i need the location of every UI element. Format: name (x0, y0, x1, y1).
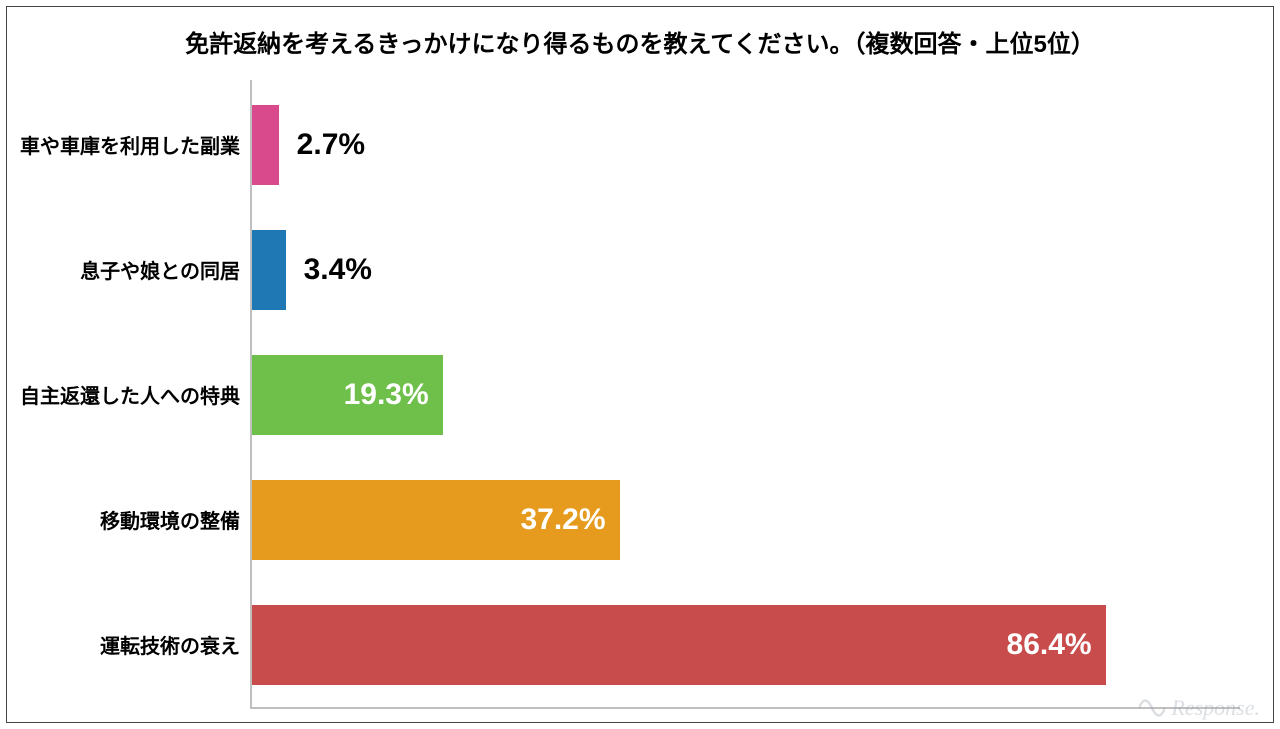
data-label: 37.2% (520, 503, 605, 537)
watermark: Response. (1139, 695, 1260, 721)
bar-row: 運転技術の衰え86.4% (252, 605, 1240, 685)
data-label: 2.7% (279, 128, 365, 162)
bar (252, 230, 286, 310)
category-label: 息子や娘との同居 (80, 255, 252, 284)
bar-row: 移動環境の整備37.2% (252, 480, 1240, 560)
watermark-text: Response. (1171, 695, 1260, 721)
bar-row: 息子や娘との同居3.4% (252, 230, 1240, 310)
watermark-icon (1139, 697, 1165, 719)
bar: 37.2% (252, 480, 620, 560)
data-label: 86.4% (1007, 628, 1092, 662)
bar-row: 車や車庫を利用した副業2.7% (252, 105, 1240, 185)
chart-title: 免許返納を考えるきっかけになり得るものを教えてください。（複数回答・上位5位） (0, 24, 1280, 59)
bar (252, 105, 279, 185)
plot-area: 車や車庫を利用した副業2.7% 息子や娘との同居3.4% 自主返還した人への特典19… (250, 80, 1240, 709)
category-label: 移動環境の整備 (100, 505, 252, 534)
bar: 19.3% (252, 355, 443, 435)
bar-row: 自主返還した人への特典19.3% (252, 355, 1240, 435)
category-label: 運転技術の衰え (100, 630, 252, 659)
data-label: 19.3% (344, 378, 429, 412)
category-label: 自主返還した人への特典 (20, 380, 252, 409)
category-label: 車や車庫を利用した副業 (20, 130, 252, 159)
data-label: 3.4% (286, 253, 372, 287)
bar: 86.4% (252, 605, 1106, 685)
